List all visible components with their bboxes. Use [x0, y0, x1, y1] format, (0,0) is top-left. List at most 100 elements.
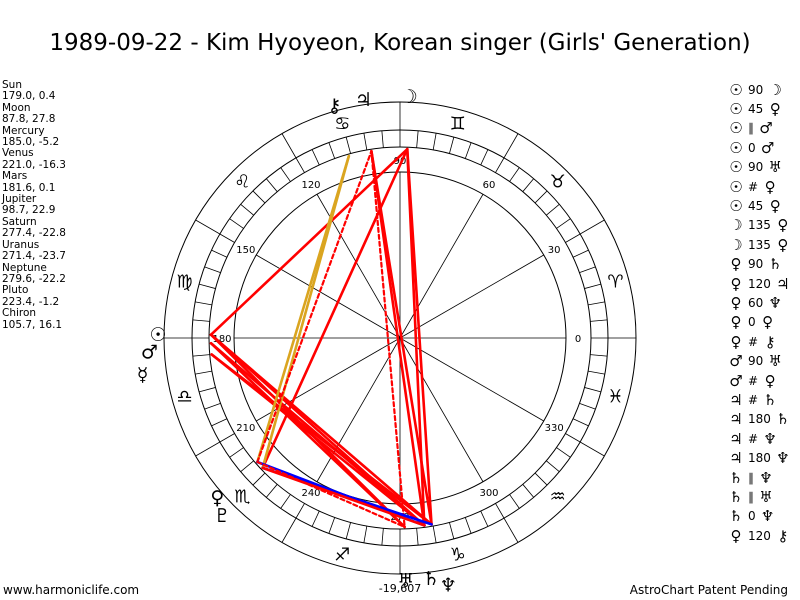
aspect-row: ☉ 45 ♀ — [727, 99, 799, 118]
aspect-symbol: 120 — [748, 276, 771, 291]
aspect-planet-2-icon: ♀ — [769, 100, 781, 119]
degree-tick — [363, 526, 368, 543]
aspect-planet-1-icon: ♄ — [729, 468, 743, 487]
aspect-list: ☉ 90 ☽ ☉ 45 ♀ ☉ ∥ ♂ ☉ 0 ♂ ☉ 90 ♅ ☉ # ♀ ☉ 45 ♀ ☽ 135 ♀ ☽ 135 ♀ ♀ 90 ♄ ♀… — [727, 80, 799, 545]
aspect-row: ♃ # ♄ — [727, 390, 799, 409]
aspect-row: ♀ 90 ♄ — [727, 255, 799, 274]
sign-divider — [579, 441, 605, 457]
aspect-line — [261, 466, 426, 527]
aspect-row: ☉ 0 ♂ — [727, 138, 799, 157]
degree-label: 60 — [483, 180, 496, 191]
mercury-icon: ☿ — [137, 364, 149, 386]
degree-tick — [565, 233, 581, 243]
spoke-line — [399, 337, 544, 422]
planet-name-uranus: Uranus — [2, 238, 40, 251]
degree-tick — [195, 301, 212, 306]
degree-label: 150 — [236, 245, 255, 256]
zodiac-sign-icon: ♈ — [607, 271, 623, 292]
aspect-planet-2-icon: ♅ — [768, 352, 782, 371]
degree-tick — [204, 266, 221, 274]
planet-name-chiron: Chiron — [2, 307, 37, 320]
aspect-planet-1-icon: ♂ — [729, 352, 743, 371]
aspect-planet-2-icon: ♄ — [768, 255, 782, 274]
patent-note: AstroChart Patent Pending — [629, 583, 788, 597]
venus-icon: ♀ — [210, 487, 224, 509]
zodiac-sign-icon: ♉ — [550, 171, 566, 192]
spoke-line — [399, 337, 484, 482]
degree-tick — [328, 142, 336, 159]
degree-tick — [449, 136, 455, 154]
website-link[interactable]: www.harmoniclife.com — [3, 583, 140, 597]
degree-tick — [311, 149, 320, 166]
aspect-row: ☉ 90 ☽ — [727, 80, 799, 99]
degree-tick — [204, 402, 221, 410]
wheel-rings: 0306090120150180210240270300330♈♉♊♋♌♍♎♏♐… — [163, 101, 637, 575]
degree-tick — [219, 233, 235, 243]
aspect-row: ♃ # ♆ — [727, 429, 799, 448]
zodiac-sign-icon: ♒ — [550, 487, 566, 508]
aspect-symbol: 90 — [748, 160, 764, 175]
aspect-row: ♄ ∥ ♆ — [727, 468, 799, 487]
aspect-planet-1-icon: ♀ — [730, 332, 742, 351]
aspect-line — [261, 154, 351, 470]
degree-tick — [572, 418, 589, 427]
aspect-planet-1-icon: ♄ — [729, 487, 743, 506]
planet-name-moon: Moon — [2, 101, 31, 114]
aspect-row: ☉ # ♀ — [727, 177, 799, 196]
aspect-planet-1-icon: ♂ — [729, 371, 743, 390]
aspect-planet-1-icon: ☉ — [729, 80, 743, 99]
degree-tick — [219, 433, 235, 443]
aspect-row: ♂ # ♀ — [727, 371, 799, 390]
degree-tick — [211, 249, 228, 258]
degree-tick — [480, 510, 489, 527]
aspect-planet-1-icon: ♀ — [730, 526, 742, 545]
aspect-line — [210, 353, 426, 527]
degree-tick — [572, 249, 589, 258]
aspect-planet-1-icon: ♀ — [730, 293, 742, 312]
degree-tick — [195, 370, 212, 375]
aspect-row: ♄ 0 ♆ — [727, 507, 799, 526]
degree-tick — [240, 460, 254, 473]
planet-name-jupiter: Jupiter — [2, 193, 37, 206]
degree-tick — [432, 526, 437, 543]
aspect-row: ♂ 90 ♅ — [727, 351, 799, 370]
degree-tick — [590, 354, 608, 357]
zodiac-sign-icon: ♍ — [177, 271, 193, 292]
chart-title: 1989-09-22 - Kim Hyoyeon, Korean singer … — [49, 30, 751, 56]
aspect-line — [209, 341, 406, 529]
degree-tick — [345, 136, 351, 154]
aspect-row: ♀ 120 ♃ — [727, 274, 799, 293]
spoke-line — [399, 254, 544, 339]
planet-value-neptune: 279.6, -22.2 — [2, 272, 66, 285]
aspect-symbol: 45 — [748, 199, 764, 214]
aspect-symbol: 60 — [748, 295, 764, 310]
aspect-row: ♀ # ⚷ — [727, 332, 799, 351]
aspect-line — [261, 147, 409, 470]
aspect-symbol: 180 — [748, 451, 771, 466]
planet-name-saturn: Saturn — [2, 215, 37, 228]
planet-value-pluto: 223.4, -1.2 — [2, 295, 60, 308]
bottom-readout: -19,607 — [379, 582, 421, 595]
degree-tick — [416, 130, 419, 148]
aspect-planet-1-icon: ☉ — [729, 197, 743, 216]
aspect-line — [256, 150, 373, 464]
degree-tick — [381, 130, 384, 148]
aspect-planet-2-icon: ♂ — [759, 119, 773, 138]
planet-name-mars: Mars — [2, 170, 28, 183]
aspect-planet-2-icon: ♆ — [760, 507, 775, 526]
degree-label: 0 — [575, 334, 581, 345]
aspect-planet-1-icon: ♃ — [729, 429, 743, 448]
aspect-planet-2-icon: ♀ — [764, 177, 776, 196]
aspect-symbol: 120 — [748, 528, 771, 543]
aspect-line — [256, 460, 406, 529]
aspect-planet-1-icon: ☉ — [729, 119, 743, 138]
planet-name-mercury: Mercury — [2, 124, 45, 137]
degree-tick — [229, 218, 244, 229]
aspect-row: ♃ 180 ♄ — [727, 410, 799, 429]
aspect-symbol: 90 — [748, 257, 764, 272]
degree-tick — [229, 447, 244, 458]
degree-tick — [579, 266, 596, 274]
aspect-symbol: 90 — [748, 354, 764, 369]
degree-label: 330 — [545, 423, 564, 434]
